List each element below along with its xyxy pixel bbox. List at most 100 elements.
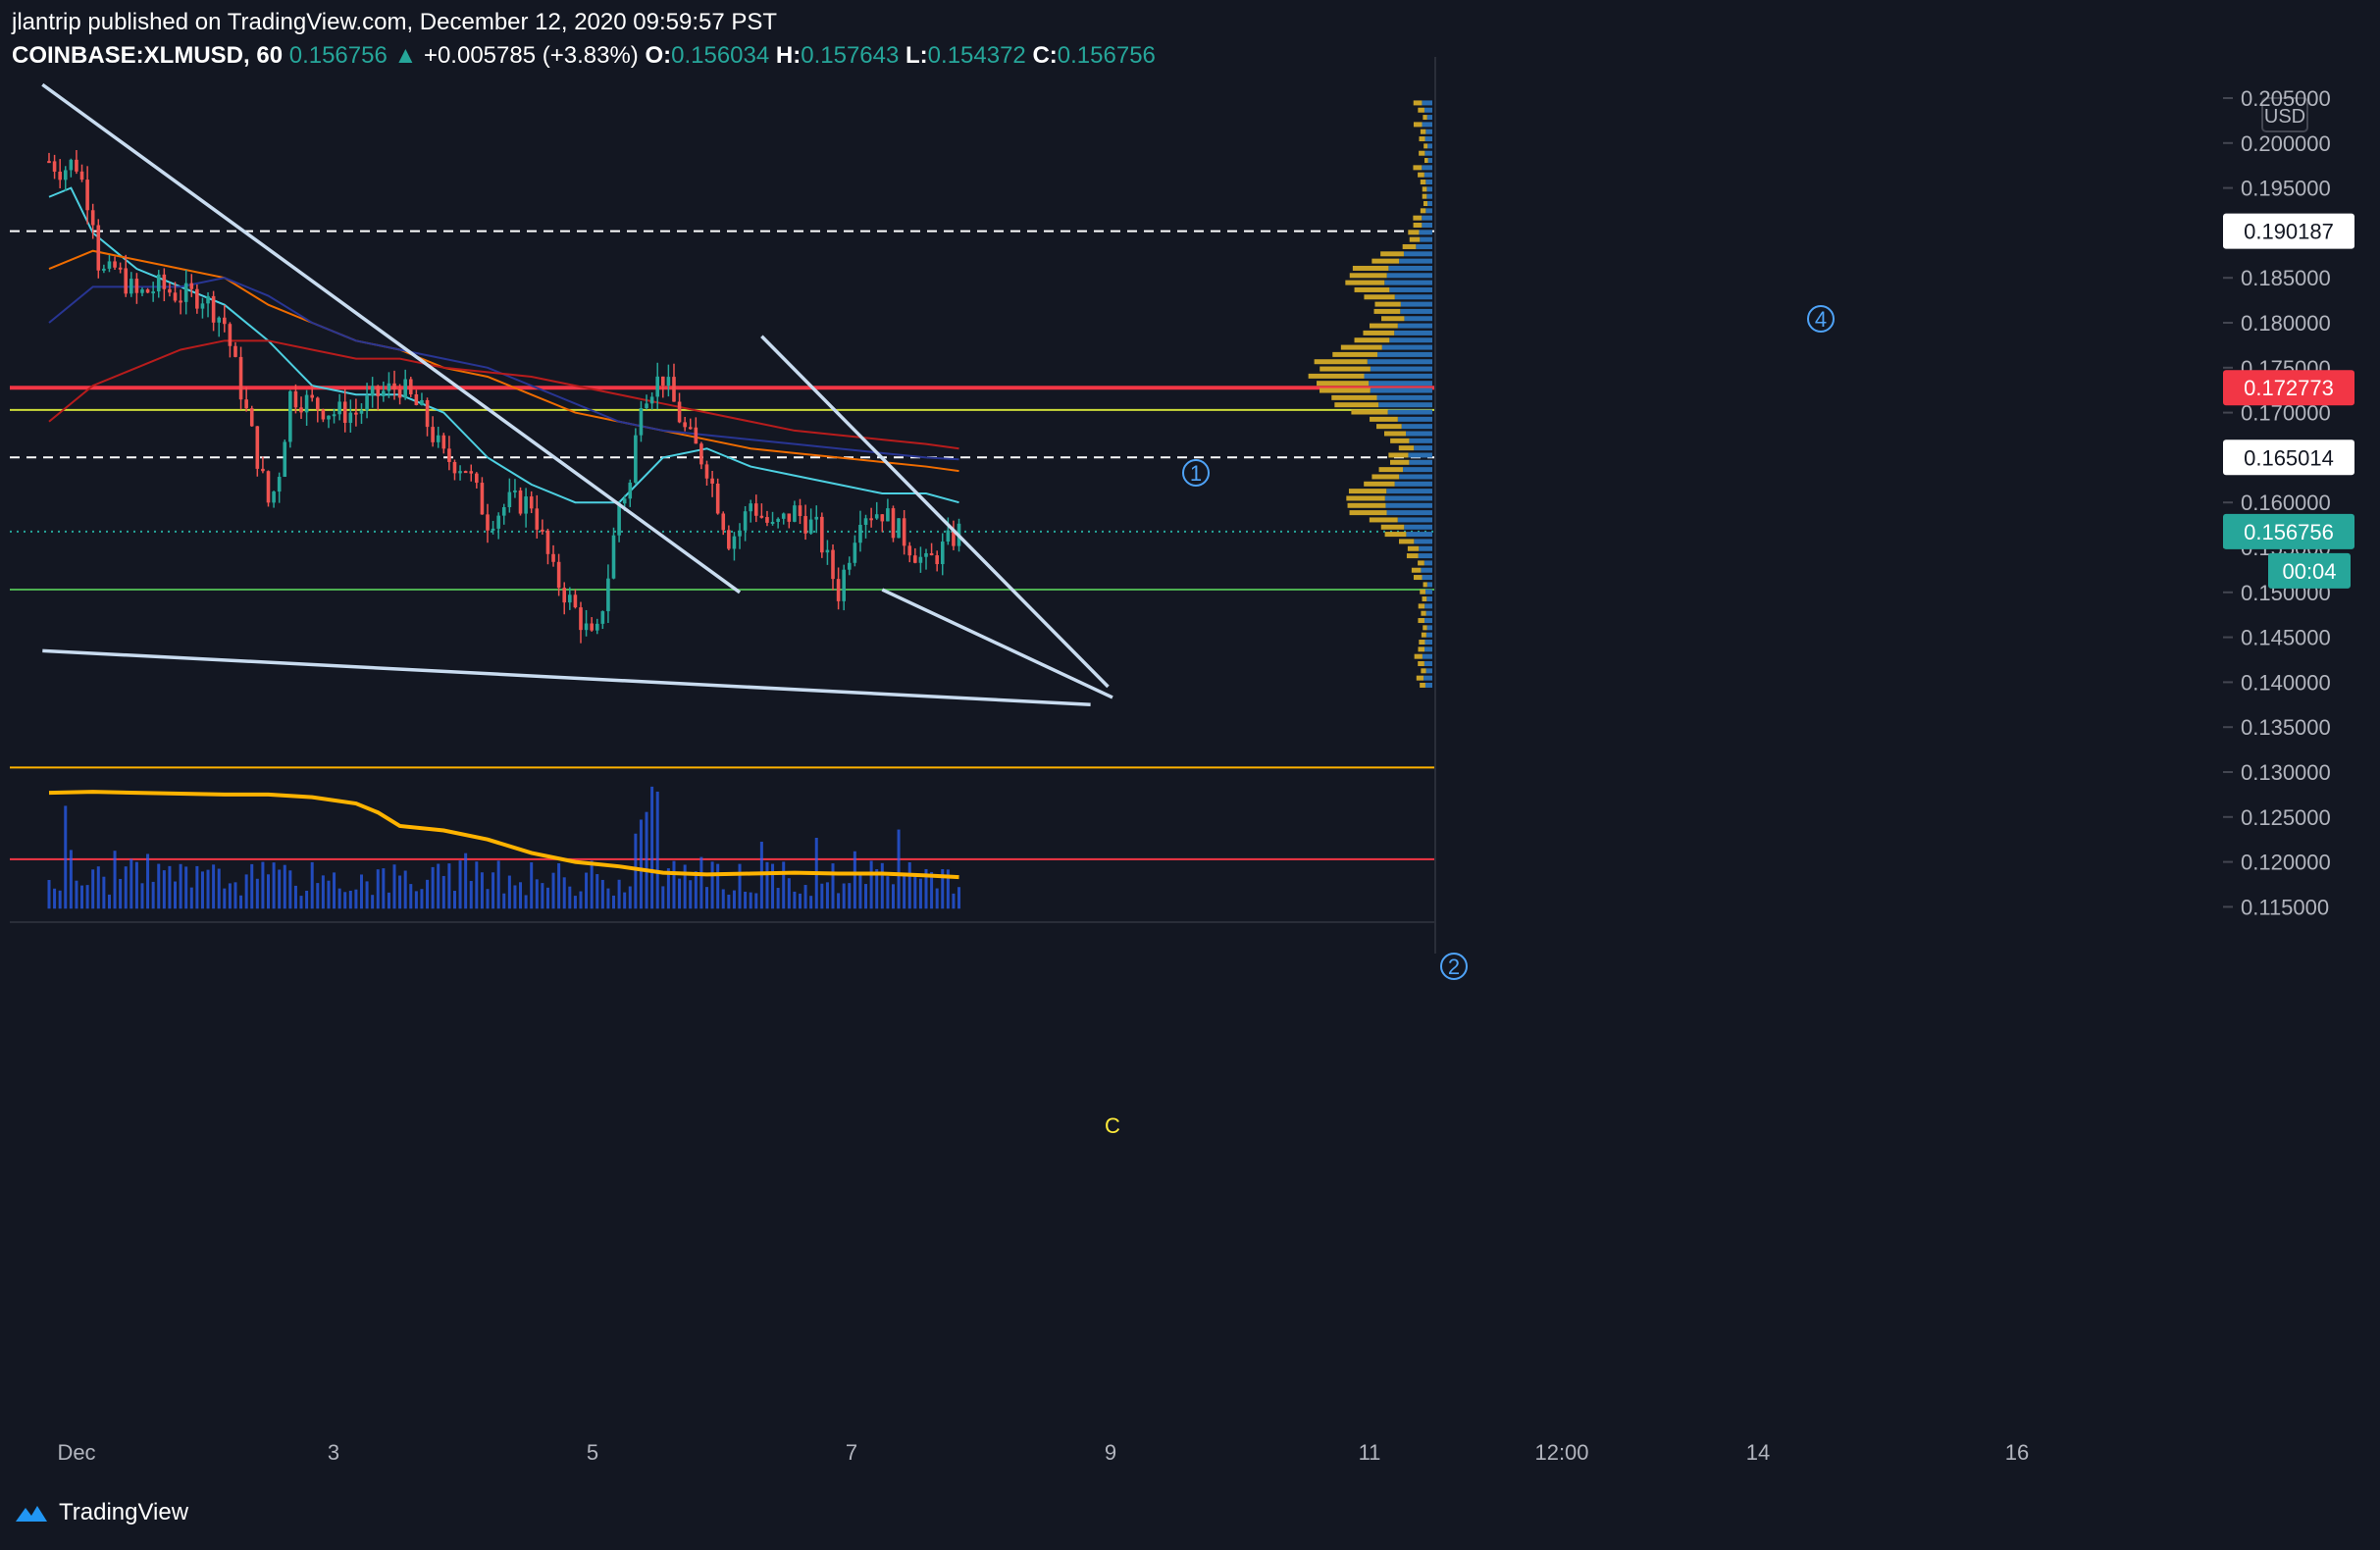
candle-body xyxy=(770,521,775,524)
up-arrow-icon: ▲ xyxy=(393,42,418,69)
profile-bar-blue xyxy=(1424,646,1432,652)
volume-bar xyxy=(310,861,314,909)
trendline xyxy=(760,335,1110,689)
profile-bar-gold xyxy=(1423,143,1428,149)
candle-body xyxy=(940,542,945,565)
profile-bar-gold xyxy=(1423,201,1428,207)
candle-body xyxy=(441,435,446,449)
candle-body xyxy=(102,268,106,271)
volume-bar xyxy=(469,880,473,909)
profile-bar-blue xyxy=(1377,351,1432,357)
candle-body xyxy=(902,518,906,546)
profile-bar-blue xyxy=(1423,172,1432,178)
volume-bar xyxy=(272,862,276,909)
profile-bar-blue xyxy=(1400,301,1432,307)
volume-bar xyxy=(129,858,133,909)
candle-body xyxy=(743,511,748,531)
volume-average-line xyxy=(48,790,959,880)
candle-body xyxy=(315,397,320,410)
profile-bar-blue xyxy=(1424,589,1432,594)
profile-bar-blue xyxy=(1414,445,1432,451)
profile-bar-gold xyxy=(1331,394,1377,400)
candle-body xyxy=(332,414,336,417)
volume-bar xyxy=(184,866,188,909)
candle-body xyxy=(414,393,419,405)
price-tag xyxy=(2223,513,2354,549)
profile-bar-blue xyxy=(1397,416,1432,422)
trendline xyxy=(41,82,742,594)
volume-bar xyxy=(102,876,106,909)
y-tick-label: 0.135000 xyxy=(2241,715,2331,740)
volume-bar xyxy=(858,872,862,909)
volume-bar xyxy=(754,893,758,909)
candle-body xyxy=(266,471,271,503)
candle-body xyxy=(798,505,802,517)
profile-bar-gold xyxy=(1413,165,1423,171)
volume-bar xyxy=(250,863,254,909)
symbol-line: COINBASE:XLMUSD, 60 0.156756 ▲ +0.005785… xyxy=(12,39,1156,73)
profile-bar-gold xyxy=(1349,510,1387,516)
profile-bar-blue xyxy=(1394,294,1432,300)
volume-bar xyxy=(502,893,506,909)
volume-bar xyxy=(359,874,363,909)
profile-bar-gold xyxy=(1423,158,1428,164)
volume-bar xyxy=(316,883,320,909)
volume-bar xyxy=(85,885,89,909)
profile-bar-blue xyxy=(1426,582,1432,588)
wave-label-circle xyxy=(1182,459,1210,487)
profile-bar-blue xyxy=(1394,330,1432,336)
profile-bar-blue xyxy=(1385,502,1432,508)
volume-bar xyxy=(595,874,599,909)
candle-body xyxy=(897,518,901,539)
volume-bar xyxy=(650,786,654,909)
candle-body xyxy=(518,490,523,514)
profile-bar-gold xyxy=(1351,409,1388,415)
symbol-name: COINBASE:XLMUSD, 60 xyxy=(12,42,284,69)
profile-bar-gold xyxy=(1422,186,1427,192)
volume-bar xyxy=(437,863,440,909)
candle-body xyxy=(321,409,326,420)
volume-bar xyxy=(162,870,166,909)
candle-body xyxy=(853,542,857,563)
candle-body xyxy=(211,295,216,323)
volume-bar xyxy=(146,853,150,909)
profile-bar-gold xyxy=(1421,610,1426,616)
volume-bar xyxy=(200,871,204,909)
candle-body xyxy=(206,295,210,304)
volume-bar xyxy=(293,885,297,909)
profile-bar-gold xyxy=(1414,653,1423,659)
candle-body xyxy=(524,496,528,514)
candle-body xyxy=(118,267,123,270)
volume-bar xyxy=(837,893,841,909)
profile-bar-gold xyxy=(1399,539,1415,544)
profile-bar-gold xyxy=(1413,222,1423,228)
candle-body xyxy=(579,607,583,631)
candle-body xyxy=(507,491,512,507)
brand-name: TradingView xyxy=(59,1499,189,1525)
volume-bar xyxy=(387,892,390,909)
moving-average-line xyxy=(48,339,959,450)
profile-bar-gold xyxy=(1418,107,1424,113)
price-tag-label: 00:04 xyxy=(2282,559,2336,584)
volume-bar xyxy=(458,860,462,909)
candle-body xyxy=(808,519,813,534)
profile-bar-gold xyxy=(1420,682,1425,688)
volume-bar xyxy=(403,870,407,909)
candle-body xyxy=(63,170,68,181)
candle-body xyxy=(376,386,381,396)
volume-bar xyxy=(233,882,237,909)
profile-bar-gold xyxy=(1388,452,1409,458)
profile-bar-blue xyxy=(1424,136,1432,142)
candle-body xyxy=(606,578,610,612)
volume-bar xyxy=(869,860,873,909)
candle-body xyxy=(107,261,112,269)
profile-bar-blue xyxy=(1421,567,1432,573)
volume-bar xyxy=(727,894,731,909)
volume-bar xyxy=(831,863,835,909)
candle-body xyxy=(600,611,605,624)
candle-body xyxy=(556,561,561,589)
candle-body xyxy=(787,513,792,522)
candle-body xyxy=(58,171,62,181)
volume-bar xyxy=(475,861,479,909)
